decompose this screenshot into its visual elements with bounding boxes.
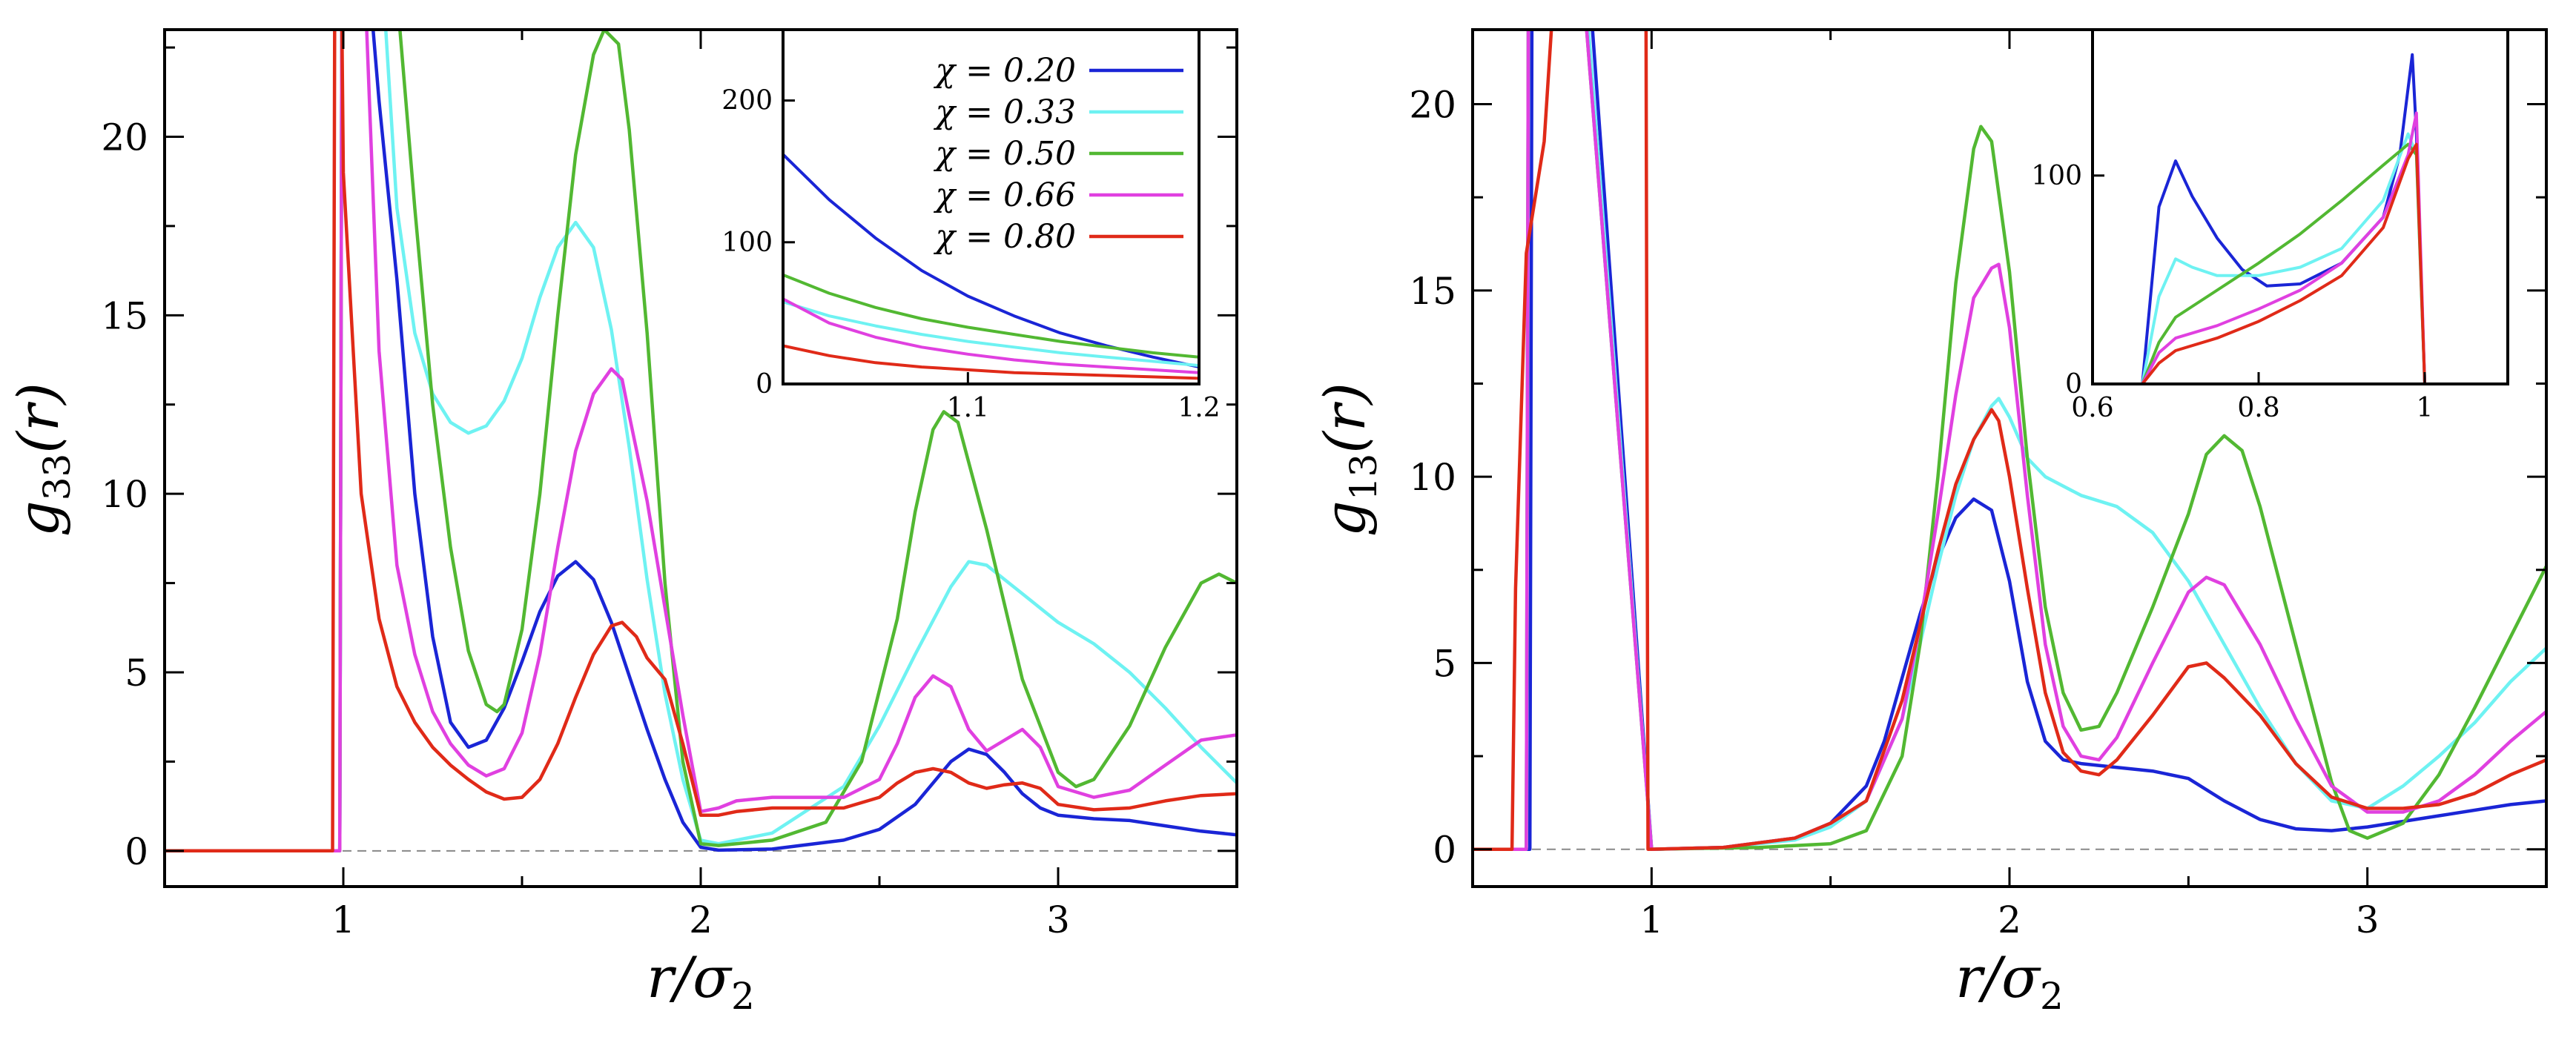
y-tick-label: 5 <box>125 652 148 695</box>
inset-frame <box>2091 28 2509 385</box>
legend-label: χ = 0.20 <box>934 52 1076 90</box>
y-axis-label-tail: (r) <box>5 382 71 454</box>
legend-label: χ = 0.50 <box>934 135 1076 173</box>
y-tick-label: 15 <box>101 294 148 337</box>
series-line-chi_0-80 <box>165 30 1237 853</box>
inset-series-group <box>783 153 1199 380</box>
legend: χ = 0.20χ = 0.33 χ = 0.50χ = 0.66 χ = 0.80 <box>934 52 1183 256</box>
inset-series-line-chi_0-66 <box>783 297 1199 374</box>
y-tick-label: 0 <box>1433 829 1456 872</box>
inset-series-line-chi_0-80 <box>2141 142 2426 384</box>
inset-x-tick-label: 0.8 <box>2237 393 2279 423</box>
inset-y-tick-label: 100 <box>2031 161 2082 191</box>
x-tick-label: 3 <box>2356 898 2380 941</box>
y-axis-label-tail: (r) <box>1312 382 1378 454</box>
inset-x-tick-label: 1.1 <box>947 393 989 423</box>
y-axis-label: g13(r) <box>1312 382 1385 537</box>
inset-x-tick-label: 1.2 <box>1178 393 1220 423</box>
series-line-chi_0-66 <box>165 30 1237 853</box>
inset-frame <box>782 28 1201 385</box>
inset-series-line-chi_0-33 <box>2141 132 2426 384</box>
y-tick-label: 5 <box>1433 642 1456 685</box>
series-line-chi_0-50 <box>165 30 1237 853</box>
series-line-chi_0-33 <box>165 30 1237 853</box>
inset-series-line-chi_0-66 <box>2141 111 2426 384</box>
inset-y-tick-label: 0 <box>756 369 773 400</box>
inset-y-tick-label: 200 <box>721 86 773 116</box>
x-tick-label: 2 <box>689 898 713 941</box>
y-tick-label: 20 <box>1409 84 1456 127</box>
y-axis-label-main: g <box>5 500 71 537</box>
inset-background <box>2093 30 2508 384</box>
x-tick-label: 3 <box>1046 898 1070 941</box>
x-tick-label: 1 <box>331 898 355 941</box>
y-tick-label: 20 <box>101 116 148 159</box>
panel-left: 1 2 3 0 5 10 15 20 r/σ2 g33(r) 1.1 1.2 0 100 200 χ = 0.… <box>5 28 1238 1018</box>
inset-y-tick-label: 100 <box>721 228 773 258</box>
x-tick-label: 2 <box>1998 898 2021 941</box>
series-group <box>165 30 1237 853</box>
x-axis-label-main: r/σ <box>647 944 733 1010</box>
y-tick-label: 10 <box>1409 456 1456 499</box>
y-axis-label-main: g <box>1312 500 1378 537</box>
series-line-chi_0-50 <box>1473 30 2546 851</box>
x-tick-label: 1 <box>1639 898 1663 941</box>
inset-series-line-chi_0-80 <box>783 344 1199 380</box>
inset-right: 0.6 0.8 1 0 100 <box>2031 28 2509 423</box>
series-group <box>1473 30 2546 851</box>
x-axis-label-main: r/σ <box>1955 944 2041 1010</box>
y-tick-label: 0 <box>125 830 148 873</box>
y-axis-label-sub: 33 <box>36 454 79 501</box>
x-axis-label-sub: 2 <box>731 975 755 1018</box>
y-axis-label-sub: 13 <box>1342 454 1385 501</box>
inset-x-tick-label: 0.6 <box>2071 393 2113 423</box>
inset-background <box>783 30 1199 384</box>
y-tick-label: 15 <box>1409 270 1456 313</box>
legend-label: χ = 0.66 <box>934 176 1076 214</box>
legend-label: χ = 0.80 <box>934 218 1076 256</box>
inset-x-tick-label: 1 <box>2417 393 2434 423</box>
x-axis-label-sub: 2 <box>2040 975 2064 1018</box>
series-line-chi_0-20 <box>165 30 1237 853</box>
x-axis-label: r/σ2 <box>647 944 755 1018</box>
legend-label: χ = 0.33 <box>934 93 1076 131</box>
inset-series-line-chi_0-50 <box>783 273 1199 359</box>
inset-y-tick-label: 0 <box>2065 369 2082 400</box>
x-axis-label: r/σ2 <box>1955 944 2064 1018</box>
inset-series-line-chi_0-20 <box>2141 53 2426 384</box>
y-axis-label: g33(r) <box>5 382 79 537</box>
inset-series-group <box>2141 53 2426 384</box>
series-line-chi_0-80 <box>1473 30 2546 851</box>
y-tick-label: 10 <box>101 473 148 516</box>
inset-series-line-chi_0-33 <box>783 300 1199 368</box>
